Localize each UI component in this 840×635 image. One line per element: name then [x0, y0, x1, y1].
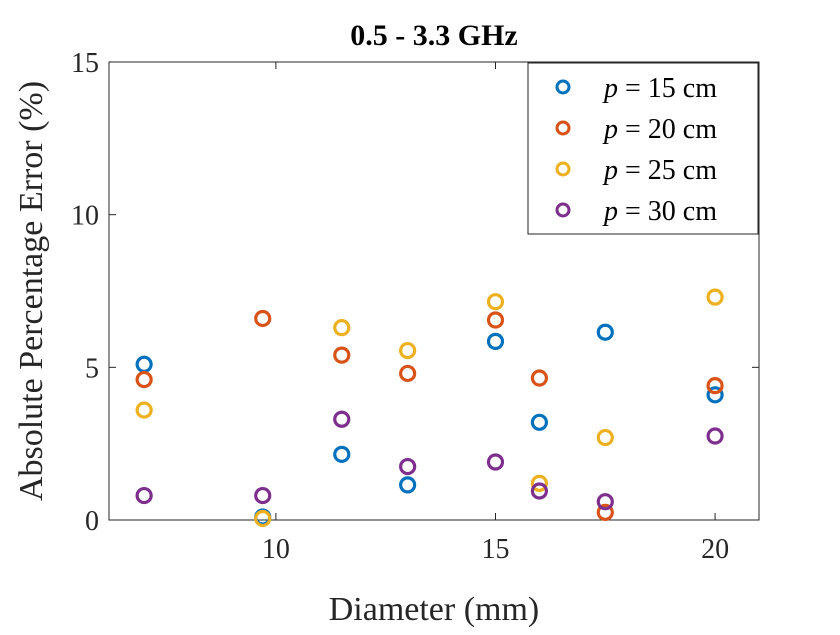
- y-tick-label: 5: [85, 353, 99, 384]
- data-point-series-3: [254, 509, 272, 528]
- data-point-series-4: [135, 486, 153, 505]
- x-tick-label: 10: [262, 534, 290, 565]
- data-point-series-4: [399, 457, 417, 476]
- data-point-series-4: [596, 493, 614, 511]
- data-point-series-2: [333, 346, 351, 364]
- data-point-series-2: [596, 503, 614, 521]
- data-point-series-4: [254, 486, 272, 505]
- data-point-series-1: [706, 386, 724, 404]
- data-point-series-1: [486, 332, 505, 350]
- data-point-series-4: [530, 482, 549, 500]
- data-point-series-1: [596, 323, 614, 341]
- data-point-series-3: [135, 401, 153, 419]
- data-point-series-4: [486, 453, 505, 471]
- y-axis-ticks: 0 5 10 15: [71, 48, 759, 537]
- data-points: [135, 288, 724, 528]
- legend-marker-2: [555, 120, 571, 136]
- data-point-series-2: [135, 370, 153, 389]
- legend: p = 15 cm p = 20 cm p = 25 cm p = 30 cm: [527, 62, 759, 235]
- data-point-series-3: [530, 474, 549, 492]
- x-tick-label: 20: [701, 534, 729, 565]
- legend-label-2: p = 20 cm: [602, 114, 717, 145]
- data-point-series-1: [399, 476, 417, 494]
- data-point-series-2: [399, 364, 417, 383]
- x-tick-label: 15: [481, 534, 509, 565]
- data-point-series-2: [530, 369, 549, 387]
- chart-title: 0.5 - 3.3 GHz: [350, 19, 517, 52]
- data-point-series-3: [596, 428, 614, 447]
- data-point-series-3: [486, 293, 505, 311]
- data-point-series-1: [333, 445, 351, 463]
- data-point-series-3: [706, 288, 724, 306]
- legend-label-4: p = 30 cm: [602, 196, 717, 227]
- legend-marker-4: [555, 202, 571, 218]
- x-axis-ticks: 10 15 20: [262, 62, 729, 565]
- x-axis-label: Diameter (mm): [329, 591, 540, 628]
- y-tick-label: 10: [71, 201, 99, 232]
- data-point-series-4: [333, 410, 351, 428]
- y-tick-label: 15: [71, 48, 99, 79]
- data-point-series-2: [254, 309, 272, 328]
- legend-marker-1: [555, 79, 571, 95]
- legend-marker-3: [555, 161, 571, 177]
- data-point-series-3: [399, 341, 417, 360]
- data-point-series-3: [333, 319, 351, 337]
- y-axis-label: Absolute Percentage Error (%): [13, 81, 50, 501]
- data-point-series-2: [706, 377, 724, 395]
- data-point-series-1: [530, 413, 549, 431]
- data-point-series-4: [706, 427, 724, 445]
- data-point-series-2: [486, 311, 505, 329]
- y-tick-label: 0: [85, 506, 99, 537]
- legend-label-1: p = 15 cm: [602, 73, 717, 104]
- legend-label-3: p = 25 cm: [602, 155, 717, 186]
